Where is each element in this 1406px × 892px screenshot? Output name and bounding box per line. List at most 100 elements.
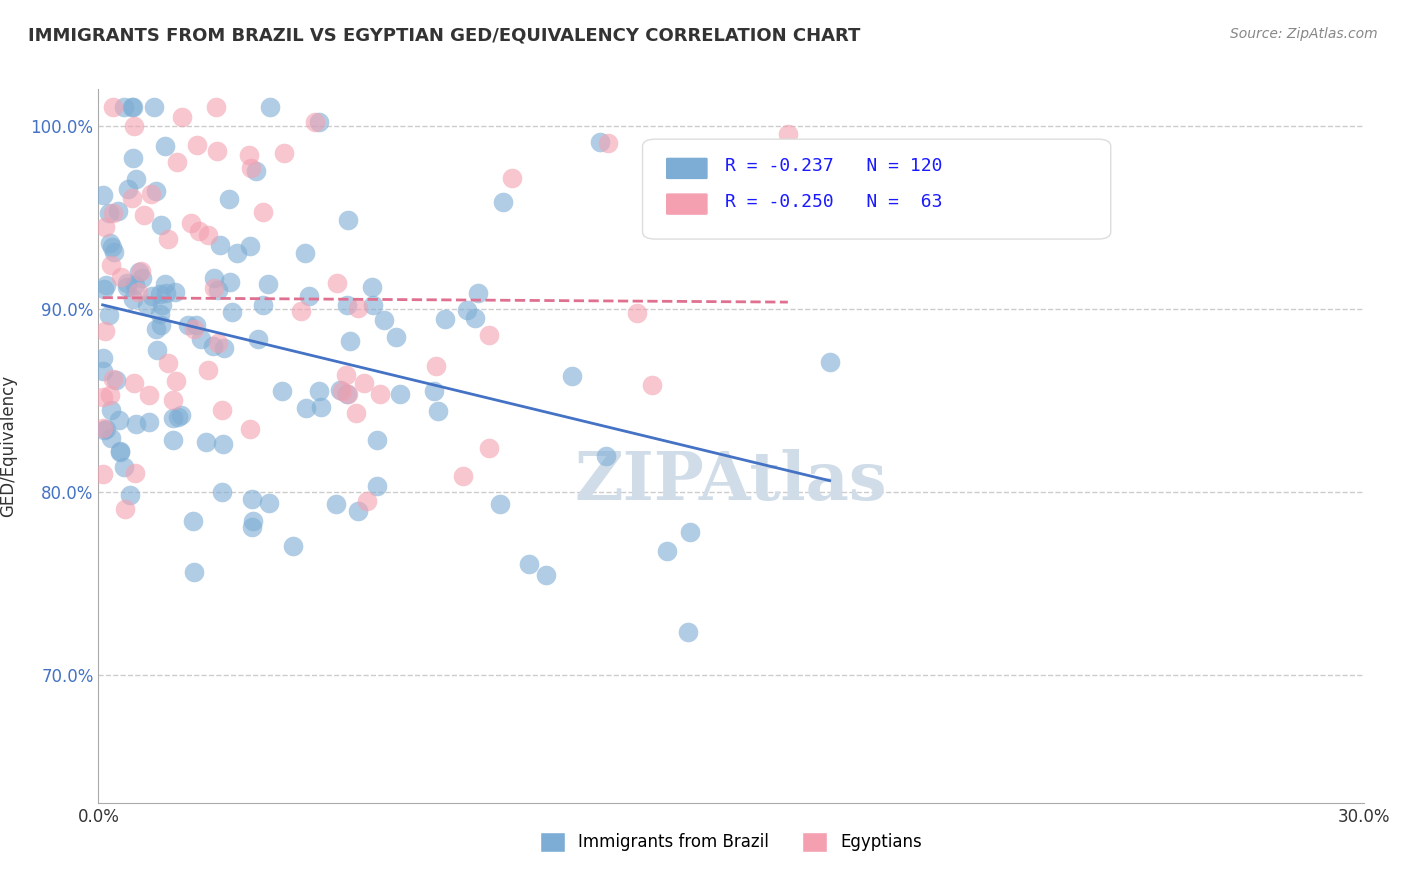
Immigrants from Brazil [252, 297, 274, 311]
Immigrants from Brazil [115, 280, 138, 294]
Immigrants from Brazil [456, 302, 478, 317]
Immigrants from Brazil [125, 172, 148, 186]
Egyptians [131, 264, 153, 278]
Immigrants from Brazil [361, 298, 384, 312]
Immigrants from Brazil [281, 539, 304, 553]
Text: R = -0.250   N =  63: R = -0.250 N = 63 [725, 193, 942, 211]
Immigrants from Brazil [112, 460, 135, 475]
Egyptians [122, 376, 145, 391]
Immigrants from Brazil [128, 265, 150, 279]
Egyptians [478, 327, 501, 342]
Immigrants from Brazil [153, 277, 176, 292]
Immigrants from Brazil [117, 182, 139, 196]
Immigrants from Brazil [517, 558, 540, 572]
Egyptians [596, 136, 619, 150]
Immigrants from Brazil [492, 195, 515, 210]
Egyptians [183, 322, 205, 336]
Immigrants from Brazil [336, 387, 359, 401]
Egyptians [157, 356, 180, 370]
Immigrants from Brazil [366, 479, 388, 493]
Immigrants from Brazil [226, 246, 249, 260]
Egyptians [98, 388, 121, 402]
Immigrants from Brazil [181, 515, 204, 529]
Egyptians [252, 205, 274, 219]
Egyptians [93, 324, 115, 338]
Immigrants from Brazil [212, 342, 235, 356]
Egyptians [273, 146, 295, 161]
Immigrants from Brazil [337, 212, 360, 227]
Immigrants from Brazil [145, 184, 167, 198]
Immigrants from Brazil [138, 415, 160, 429]
Egyptians [344, 406, 367, 420]
Immigrants from Brazil [336, 298, 359, 312]
Immigrants from Brazil [221, 305, 243, 319]
Immigrants from Brazil [91, 351, 114, 365]
Immigrants from Brazil [242, 514, 264, 528]
Egyptians [166, 155, 188, 169]
Egyptians [186, 138, 208, 153]
Egyptians [368, 387, 391, 401]
Immigrants from Brazil [309, 401, 332, 415]
Egyptians [91, 467, 114, 482]
Egyptians [304, 115, 326, 129]
Immigrants from Brazil [259, 101, 281, 115]
Immigrants from Brazil [91, 188, 114, 202]
Text: IMMIGRANTS FROM BRAZIL VS EGYPTIAN GED/EQUIVALENCY CORRELATION CHART: IMMIGRANTS FROM BRAZIL VS EGYPTIAN GED/E… [28, 27, 860, 45]
Immigrants from Brazil [143, 101, 166, 115]
Egyptians [641, 378, 664, 392]
Egyptians [157, 232, 180, 246]
Immigrants from Brazil [464, 311, 486, 326]
Immigrants from Brazil [107, 204, 129, 219]
Immigrants from Brazil [561, 369, 583, 384]
Immigrants from Brazil [153, 139, 176, 153]
Immigrants from Brazil [155, 286, 177, 301]
Immigrants from Brazil [195, 435, 218, 450]
Immigrants from Brazil [366, 434, 388, 448]
Immigrants from Brazil [209, 238, 232, 252]
Immigrants from Brazil [103, 245, 125, 260]
Immigrants from Brazil [121, 101, 143, 115]
Egyptians [114, 502, 136, 516]
Egyptians [127, 285, 149, 300]
Immigrants from Brazil [186, 318, 208, 332]
Immigrants from Brazil [347, 504, 370, 518]
Immigrants from Brazil [98, 206, 121, 220]
Egyptians [330, 384, 353, 399]
Immigrants from Brazil [93, 423, 115, 437]
Egyptians [207, 336, 229, 351]
Immigrants from Brazil [115, 276, 138, 290]
Egyptians [205, 144, 228, 158]
Immigrants from Brazil [308, 115, 330, 129]
Immigrants from Brazil [149, 287, 172, 301]
Egyptians [239, 422, 262, 436]
Egyptians [122, 119, 145, 133]
Immigrants from Brazil [96, 422, 118, 436]
Egyptians [356, 494, 378, 508]
Immigrants from Brazil [101, 240, 124, 254]
Egyptians [94, 220, 117, 235]
Egyptians [103, 206, 125, 220]
Egyptians [188, 224, 211, 238]
Immigrants from Brazil [104, 373, 127, 387]
Immigrants from Brazil [110, 443, 132, 458]
Egyptians [353, 376, 375, 390]
Immigrants from Brazil [433, 312, 456, 326]
Egyptians [91, 421, 114, 435]
Immigrants from Brazil [122, 152, 145, 166]
Egyptians [101, 101, 124, 115]
Egyptians [347, 301, 370, 315]
Egyptians [172, 110, 194, 124]
Immigrants from Brazil [131, 271, 153, 285]
Egyptians [240, 161, 263, 176]
Immigrants from Brazil [100, 431, 122, 445]
FancyBboxPatch shape [665, 193, 709, 216]
Egyptians [425, 359, 447, 373]
Immigrants from Brazil [162, 410, 184, 425]
Immigrants from Brazil [239, 239, 262, 253]
Egyptians [478, 441, 501, 455]
Immigrants from Brazil [149, 307, 172, 321]
Immigrants from Brazil [294, 246, 316, 260]
Immigrants from Brazil [162, 433, 184, 447]
Immigrants from Brazil [176, 318, 198, 332]
Immigrants from Brazil [589, 135, 612, 149]
